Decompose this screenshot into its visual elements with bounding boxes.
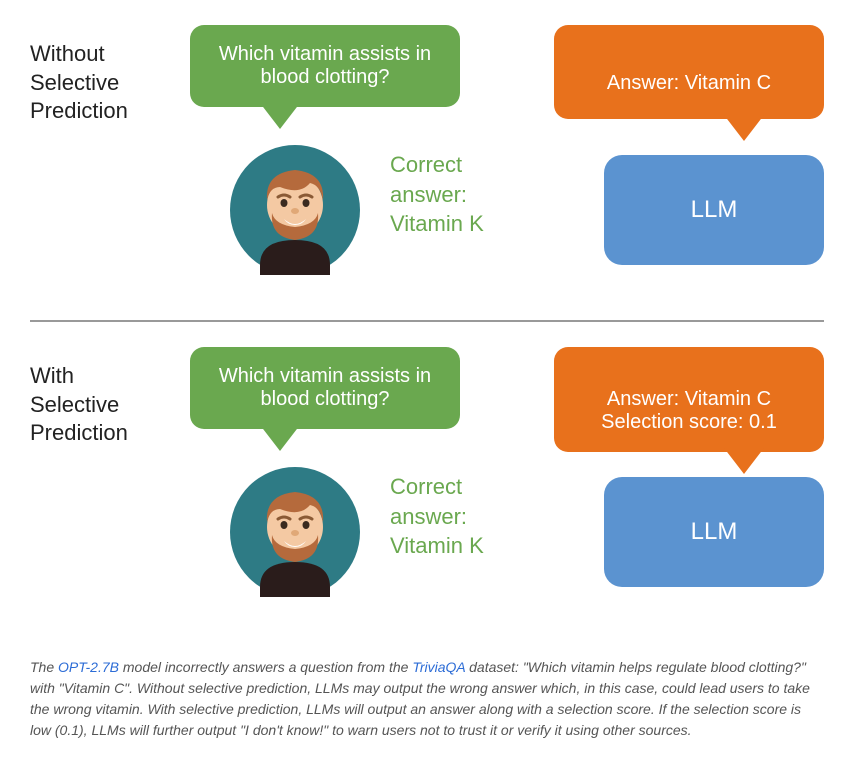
answer-bubble: Answer: Vitamin C — [554, 25, 824, 119]
caption-pre: The — [30, 659, 58, 675]
panel-without-selective: Without Selective Prediction Which vitam… — [30, 20, 824, 310]
question-text: Which vitamin assists in blood clotting? — [219, 43, 431, 88]
llm-box: LLM — [604, 155, 824, 265]
answer-text: Answer: Vitamin C — [607, 72, 771, 94]
link-triviaqa[interactable]: TriviaQA — [412, 659, 465, 675]
avatar-icon — [230, 145, 360, 275]
panel-with-selective: With Selective Prediction Which vitamin … — [30, 342, 824, 632]
question-text: Which vitamin assists in blood clotting? — [219, 365, 431, 410]
figure-caption: The OPT-2.7B model incorrectly answers a… — [30, 657, 824, 741]
question-bubble: Which vitamin assists in blood clotting? — [190, 347, 460, 429]
llm-box: LLM — [604, 477, 824, 587]
panel-divider — [30, 320, 824, 322]
user-avatar — [230, 145, 360, 275]
panel1-diagram: Which vitamin assists in blood clotting?… — [170, 20, 824, 310]
correct-answer-label: Correct answer: Vitamin K — [390, 150, 484, 239]
panel2-label: With Selective Prediction — [30, 342, 170, 448]
avatar-icon — [230, 467, 360, 597]
caption-mid1: model incorrectly answers a question fro… — [119, 659, 412, 675]
llm-label: LLM — [691, 518, 738, 546]
panel1-label: Without Selective Prediction — [30, 20, 170, 126]
correct-answer-label: Correct answer: Vitamin K — [390, 472, 484, 561]
panel2-diagram: Which vitamin assists in blood clotting?… — [170, 342, 824, 632]
answer-bubble: Answer: Vitamin C Selection score: 0.1 — [554, 347, 824, 452]
user-avatar — [230, 467, 360, 597]
question-bubble: Which vitamin assists in blood clotting? — [190, 25, 460, 107]
llm-label: LLM — [691, 196, 738, 224]
link-opt[interactable]: OPT-2.7B — [58, 659, 119, 675]
answer-text: Answer: Vitamin C Selection score: 0.1 — [601, 388, 777, 433]
